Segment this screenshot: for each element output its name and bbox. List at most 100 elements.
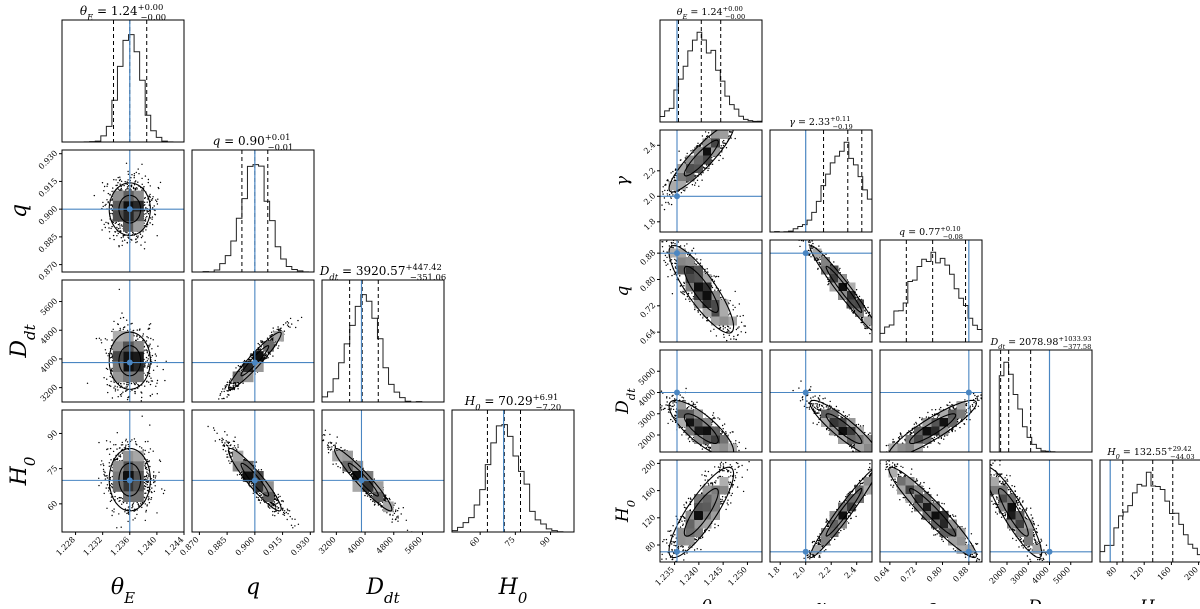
sample-point xyxy=(708,460,709,461)
sample-point xyxy=(126,439,127,440)
sample-point xyxy=(144,202,145,203)
sample-point xyxy=(287,324,288,325)
sample-point xyxy=(119,289,120,290)
sample-point xyxy=(875,328,876,329)
sample-point xyxy=(147,477,148,478)
sample-point xyxy=(140,234,141,235)
sample-point xyxy=(143,186,144,187)
sample-point xyxy=(148,179,149,180)
sample-point xyxy=(126,320,127,321)
sample-point xyxy=(144,476,145,477)
sample-point xyxy=(228,460,229,461)
sample-point xyxy=(986,410,987,411)
sample-point xyxy=(272,355,273,356)
sample-point xyxy=(667,423,668,424)
sample-point xyxy=(219,395,220,396)
sample-point xyxy=(149,344,150,345)
sample-point xyxy=(147,366,148,367)
marginal-title-H_0: H0 = 70.29+6.91−7.20 xyxy=(464,392,561,412)
sample-point xyxy=(739,442,740,443)
sample-point xyxy=(876,444,877,445)
sample-point xyxy=(733,309,734,310)
sample-point xyxy=(682,232,683,233)
sample-point xyxy=(111,353,112,354)
sample-point xyxy=(140,244,141,245)
sample-point xyxy=(103,465,104,466)
sample-point xyxy=(261,342,262,343)
sample-point xyxy=(324,434,325,435)
sample-point xyxy=(131,439,132,440)
sample-point xyxy=(160,461,161,462)
sample-point xyxy=(977,398,978,399)
sample-point xyxy=(731,131,732,132)
sample-point xyxy=(242,383,243,384)
sample-point xyxy=(394,503,395,504)
sample-point xyxy=(694,309,695,310)
sample-point xyxy=(738,450,739,451)
sample-point xyxy=(661,391,662,392)
sample-point xyxy=(663,409,664,410)
sample-point xyxy=(148,452,149,453)
sample-point xyxy=(884,342,885,343)
sample-point xyxy=(864,432,865,433)
sample-point xyxy=(878,450,879,451)
sample-point xyxy=(128,234,129,235)
sample-point xyxy=(740,316,741,317)
sample-point xyxy=(273,505,274,506)
sample-point xyxy=(707,444,708,445)
sample-point xyxy=(665,184,666,185)
marginal-panel-γ: γ = 2.33+0.11−0.19 xyxy=(770,115,872,232)
sample-point xyxy=(280,328,281,329)
sample-point xyxy=(117,459,118,460)
sample-point xyxy=(272,511,273,512)
sample-point xyxy=(144,349,145,350)
sample-point xyxy=(669,397,670,398)
sample-point xyxy=(132,504,133,505)
sample-point xyxy=(955,408,956,409)
sample-point xyxy=(127,386,128,387)
sample-point xyxy=(335,446,336,447)
sample-point xyxy=(665,262,666,263)
sample-point xyxy=(887,340,888,341)
sample-point xyxy=(122,226,123,227)
x-tick-label: 1.228 xyxy=(54,535,77,558)
sample-point xyxy=(109,238,110,239)
sample-point xyxy=(966,412,967,413)
sample-point xyxy=(272,502,273,503)
sample-point xyxy=(118,228,119,229)
sample-point xyxy=(232,447,233,448)
sample-point xyxy=(113,451,114,452)
sample-point xyxy=(272,514,273,515)
sample-point xyxy=(702,448,703,449)
sample-point xyxy=(712,415,713,416)
sample-point xyxy=(278,497,279,498)
sample-point xyxy=(949,402,950,403)
sample-point xyxy=(869,455,870,456)
sample-point xyxy=(251,483,252,484)
sample-point xyxy=(278,345,279,346)
sample-point xyxy=(103,206,104,207)
sample-point xyxy=(123,236,124,237)
sample-point xyxy=(724,143,725,144)
sample-point xyxy=(830,408,831,409)
sample-point xyxy=(663,234,664,235)
sample-point xyxy=(130,239,131,240)
sample-point xyxy=(995,380,996,381)
sample-point xyxy=(721,126,722,127)
sample-point xyxy=(227,382,228,383)
sample-point xyxy=(671,275,672,276)
sample-point xyxy=(116,222,117,223)
sample-point xyxy=(903,456,904,457)
sample-point xyxy=(899,454,900,455)
sample-point xyxy=(148,328,149,329)
sample-point xyxy=(274,511,275,512)
sample-point xyxy=(122,442,123,443)
sample-point xyxy=(116,227,117,228)
sample-point xyxy=(389,514,390,515)
sample-point xyxy=(672,194,673,195)
sample-point xyxy=(674,263,675,264)
sample-point xyxy=(736,124,737,125)
sample-point xyxy=(678,241,679,242)
sample-point xyxy=(739,303,740,304)
sample-point xyxy=(106,339,107,340)
